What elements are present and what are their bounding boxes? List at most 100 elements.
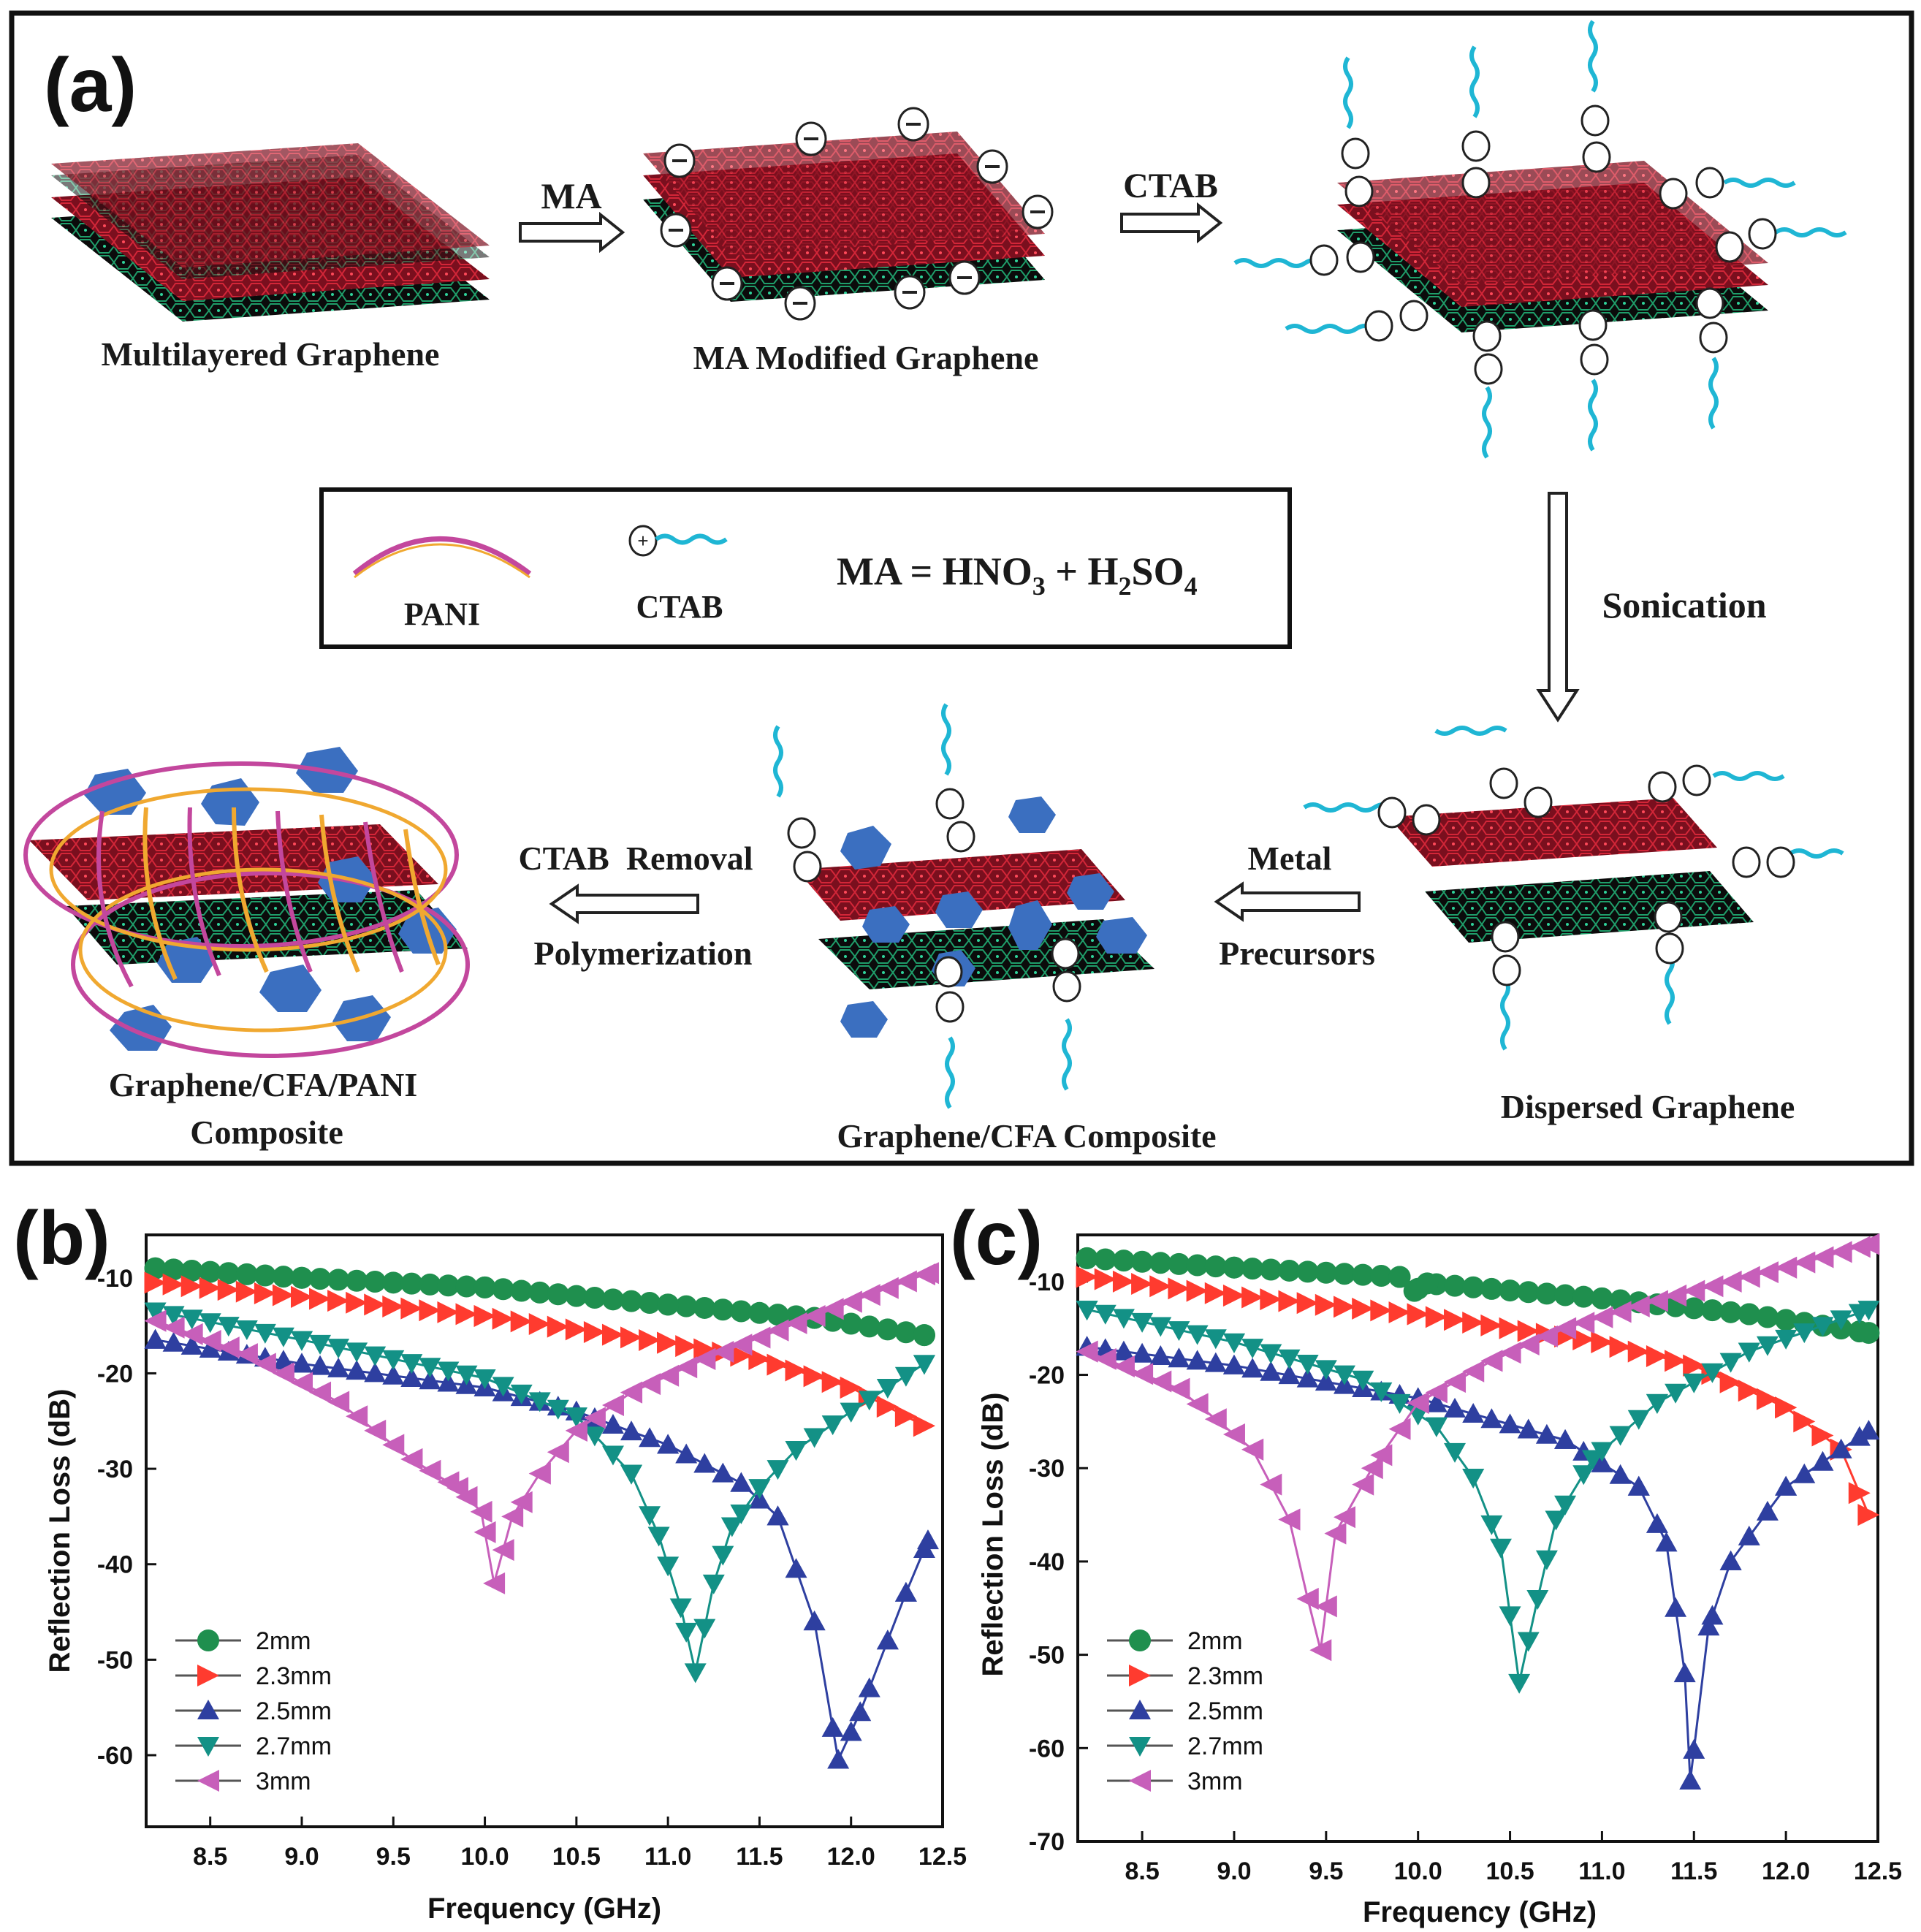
chart-b-xtick-label: 10.5 [552, 1843, 601, 1871]
composite-label-line1: Graphene/CFA/PANI [109, 1066, 418, 1103]
chart-c-point-2p7mm [1186, 1325, 1209, 1345]
chart-b-keypoint-2mm [913, 1324, 935, 1347]
chart-c-point-2p7mm [1370, 1382, 1393, 1402]
chart-b-point-2p7mm [364, 1346, 387, 1366]
chart-b-point-2p3mm [327, 1290, 350, 1312]
chart-c-point-2p5mm [1480, 1408, 1503, 1429]
chart-b-keypoint-2mm [290, 1266, 313, 1289]
chart-c-ytick-label: -30 [1029, 1455, 1065, 1483]
chart-c-point-3mm [1646, 1290, 1668, 1312]
chart-b-point-2p5mm [840, 1721, 862, 1741]
chart-b-keypoint-2p5mm [849, 1701, 872, 1722]
chart-c-point-2mm [1683, 1297, 1705, 1320]
chart-c-point-2p7mm [1830, 1310, 1852, 1331]
chart-b-point-2mm [620, 1290, 643, 1312]
chart-c-point-2p5mm [1278, 1364, 1301, 1385]
chart-b-point-3mm [639, 1373, 661, 1396]
chart-c-point-2p3mm [1296, 1292, 1319, 1315]
chart-b-point-2p7mm [309, 1334, 332, 1355]
chart-c-point-2p5mm [1683, 1738, 1705, 1759]
chart-b-point-2p7mm [400, 1354, 423, 1374]
pani-wraps [96, 807, 441, 988]
chart-c-point-2mm [1352, 1263, 1374, 1286]
chart-b-point-2p3mm [254, 1282, 276, 1305]
chart-c-point-2mm [1278, 1259, 1301, 1282]
chart-b-point-2mm [730, 1300, 753, 1323]
composite-label-line2: Composite [190, 1114, 343, 1151]
chart-b-keypoint-3mm [327, 1391, 350, 1413]
chart-b-point-2p3mm [675, 1335, 698, 1358]
chart-b-legend-marker-3mm [197, 1770, 219, 1792]
chart-b-point-2p7mm [876, 1379, 899, 1399]
chart-b-point-2p3mm [528, 1313, 551, 1336]
chart-b-point-2p7mm [767, 1460, 789, 1480]
chart-b-point-2mm [400, 1272, 423, 1295]
chart-c-point-2mm [1775, 1309, 1798, 1331]
chart-b-point-2p5mm [601, 1413, 624, 1434]
chart-b-legend-label-3mm: 3mm [256, 1768, 311, 1795]
chart-b-point-2p3mm [565, 1318, 587, 1341]
chart-c-keypoint-2p3mm [1076, 1266, 1098, 1288]
chart-b-point-2p3mm [199, 1277, 221, 1299]
chart-c-point-3mm [1315, 1595, 1337, 1618]
chart-c-point-2p7mm [1665, 1383, 1687, 1404]
chart-c-xlabel: Frequency (GHz) [1363, 1896, 1597, 1928]
chart-c-keypoint-3mm [1076, 1340, 1098, 1363]
chart-b-point-2p3mm [730, 1345, 753, 1367]
chart-c-keypoint-2p5mm [1554, 1429, 1577, 1449]
arrow-ctab-removal-label: CTAB Removal [518, 840, 753, 877]
chart-c-point-3mm [1334, 1506, 1355, 1529]
chart-c-point-2p7mm [1719, 1353, 1742, 1373]
chart-b-xtick-label: 11.5 [736, 1843, 783, 1871]
chart-c-point-2mm [1131, 1250, 1154, 1273]
chart-c-point-2p5mm [1499, 1413, 1521, 1434]
chart-c-point-2mm [1334, 1263, 1355, 1285]
chart-b-keypoint-2p7mm [913, 1355, 935, 1375]
ctab-graphene-illustration [1233, 20, 1847, 459]
chart-c-point-2p3mm [1462, 1312, 1485, 1334]
chart-c-keypoint-3mm [1480, 1350, 1503, 1372]
chart-b-point-2p3mm [803, 1365, 826, 1388]
ion-pairs [1309, 104, 1777, 385]
chart-b-point-3mm [162, 1316, 185, 1339]
chart-c-xtick-label: 8.5 [1125, 1857, 1159, 1885]
chart-c-point-2p3mm [1627, 1340, 1650, 1363]
chart-b-keypoint-3mm [916, 1262, 939, 1285]
chart-b-point-2p3mm [601, 1323, 624, 1346]
chart-b-keypoint-2p7mm [647, 1526, 670, 1547]
chart-b-point-2p7mm [346, 1342, 368, 1363]
chart-b-xtick-label: 12.5 [918, 1843, 967, 1871]
chart-b-point-2mm [217, 1262, 240, 1285]
chart-c-point-2p5mm [1811, 1450, 1834, 1471]
chart-b-point-2p3mm [309, 1288, 332, 1310]
chart-c-keypoint-2p5mm [1627, 1475, 1650, 1496]
chart-b-point-3mm [217, 1336, 240, 1359]
chart-c-keypoint-2p7mm [1545, 1510, 1567, 1531]
chart-c-point-2p3mm [1204, 1282, 1227, 1304]
chart-c-point-2p7mm [1444, 1442, 1467, 1463]
chart-c-point-2p7mm [1811, 1317, 1834, 1337]
chart-b-keypoint-2p5mm [144, 1328, 167, 1349]
chart-b-point-2p5mm [785, 1558, 807, 1578]
chart-c-point-2p7mm [1775, 1329, 1798, 1350]
chart-b-legend-label-2p7mm: 2.7mm [256, 1733, 332, 1760]
chart-c-keypoint-3mm [1407, 1391, 1429, 1414]
chart-b-point-2p7mm [382, 1350, 405, 1370]
chart-b-point-3mm [601, 1393, 624, 1416]
chart-c-point-2mm [1260, 1258, 1282, 1281]
chart-c-keypoint-2p7mm [1489, 1538, 1512, 1559]
chart-c-keypoint-2p3mm [1857, 1504, 1880, 1526]
legend-ctab-label: CTAB [636, 589, 723, 625]
chart-b-legend-marker-2mm [197, 1629, 219, 1651]
chart-c-keypoint-2p7mm [1646, 1393, 1668, 1414]
chart-c-point-2p7mm [1535, 1550, 1558, 1570]
chart-b-keypoint-3mm [446, 1477, 468, 1499]
chart-b-point-2p3mm [162, 1273, 185, 1296]
chart-c-point-2p5mm [1444, 1397, 1467, 1418]
chart-c-point-2p3mm [1811, 1424, 1834, 1447]
chart-b-point-2p3mm [492, 1307, 514, 1330]
chart-c-point-2p3mm [1499, 1317, 1521, 1339]
chart-c-point-2p3mm [1444, 1309, 1467, 1331]
chart-c-point-2mm [1535, 1282, 1558, 1305]
chart-b-point-2p5mm [675, 1443, 698, 1464]
